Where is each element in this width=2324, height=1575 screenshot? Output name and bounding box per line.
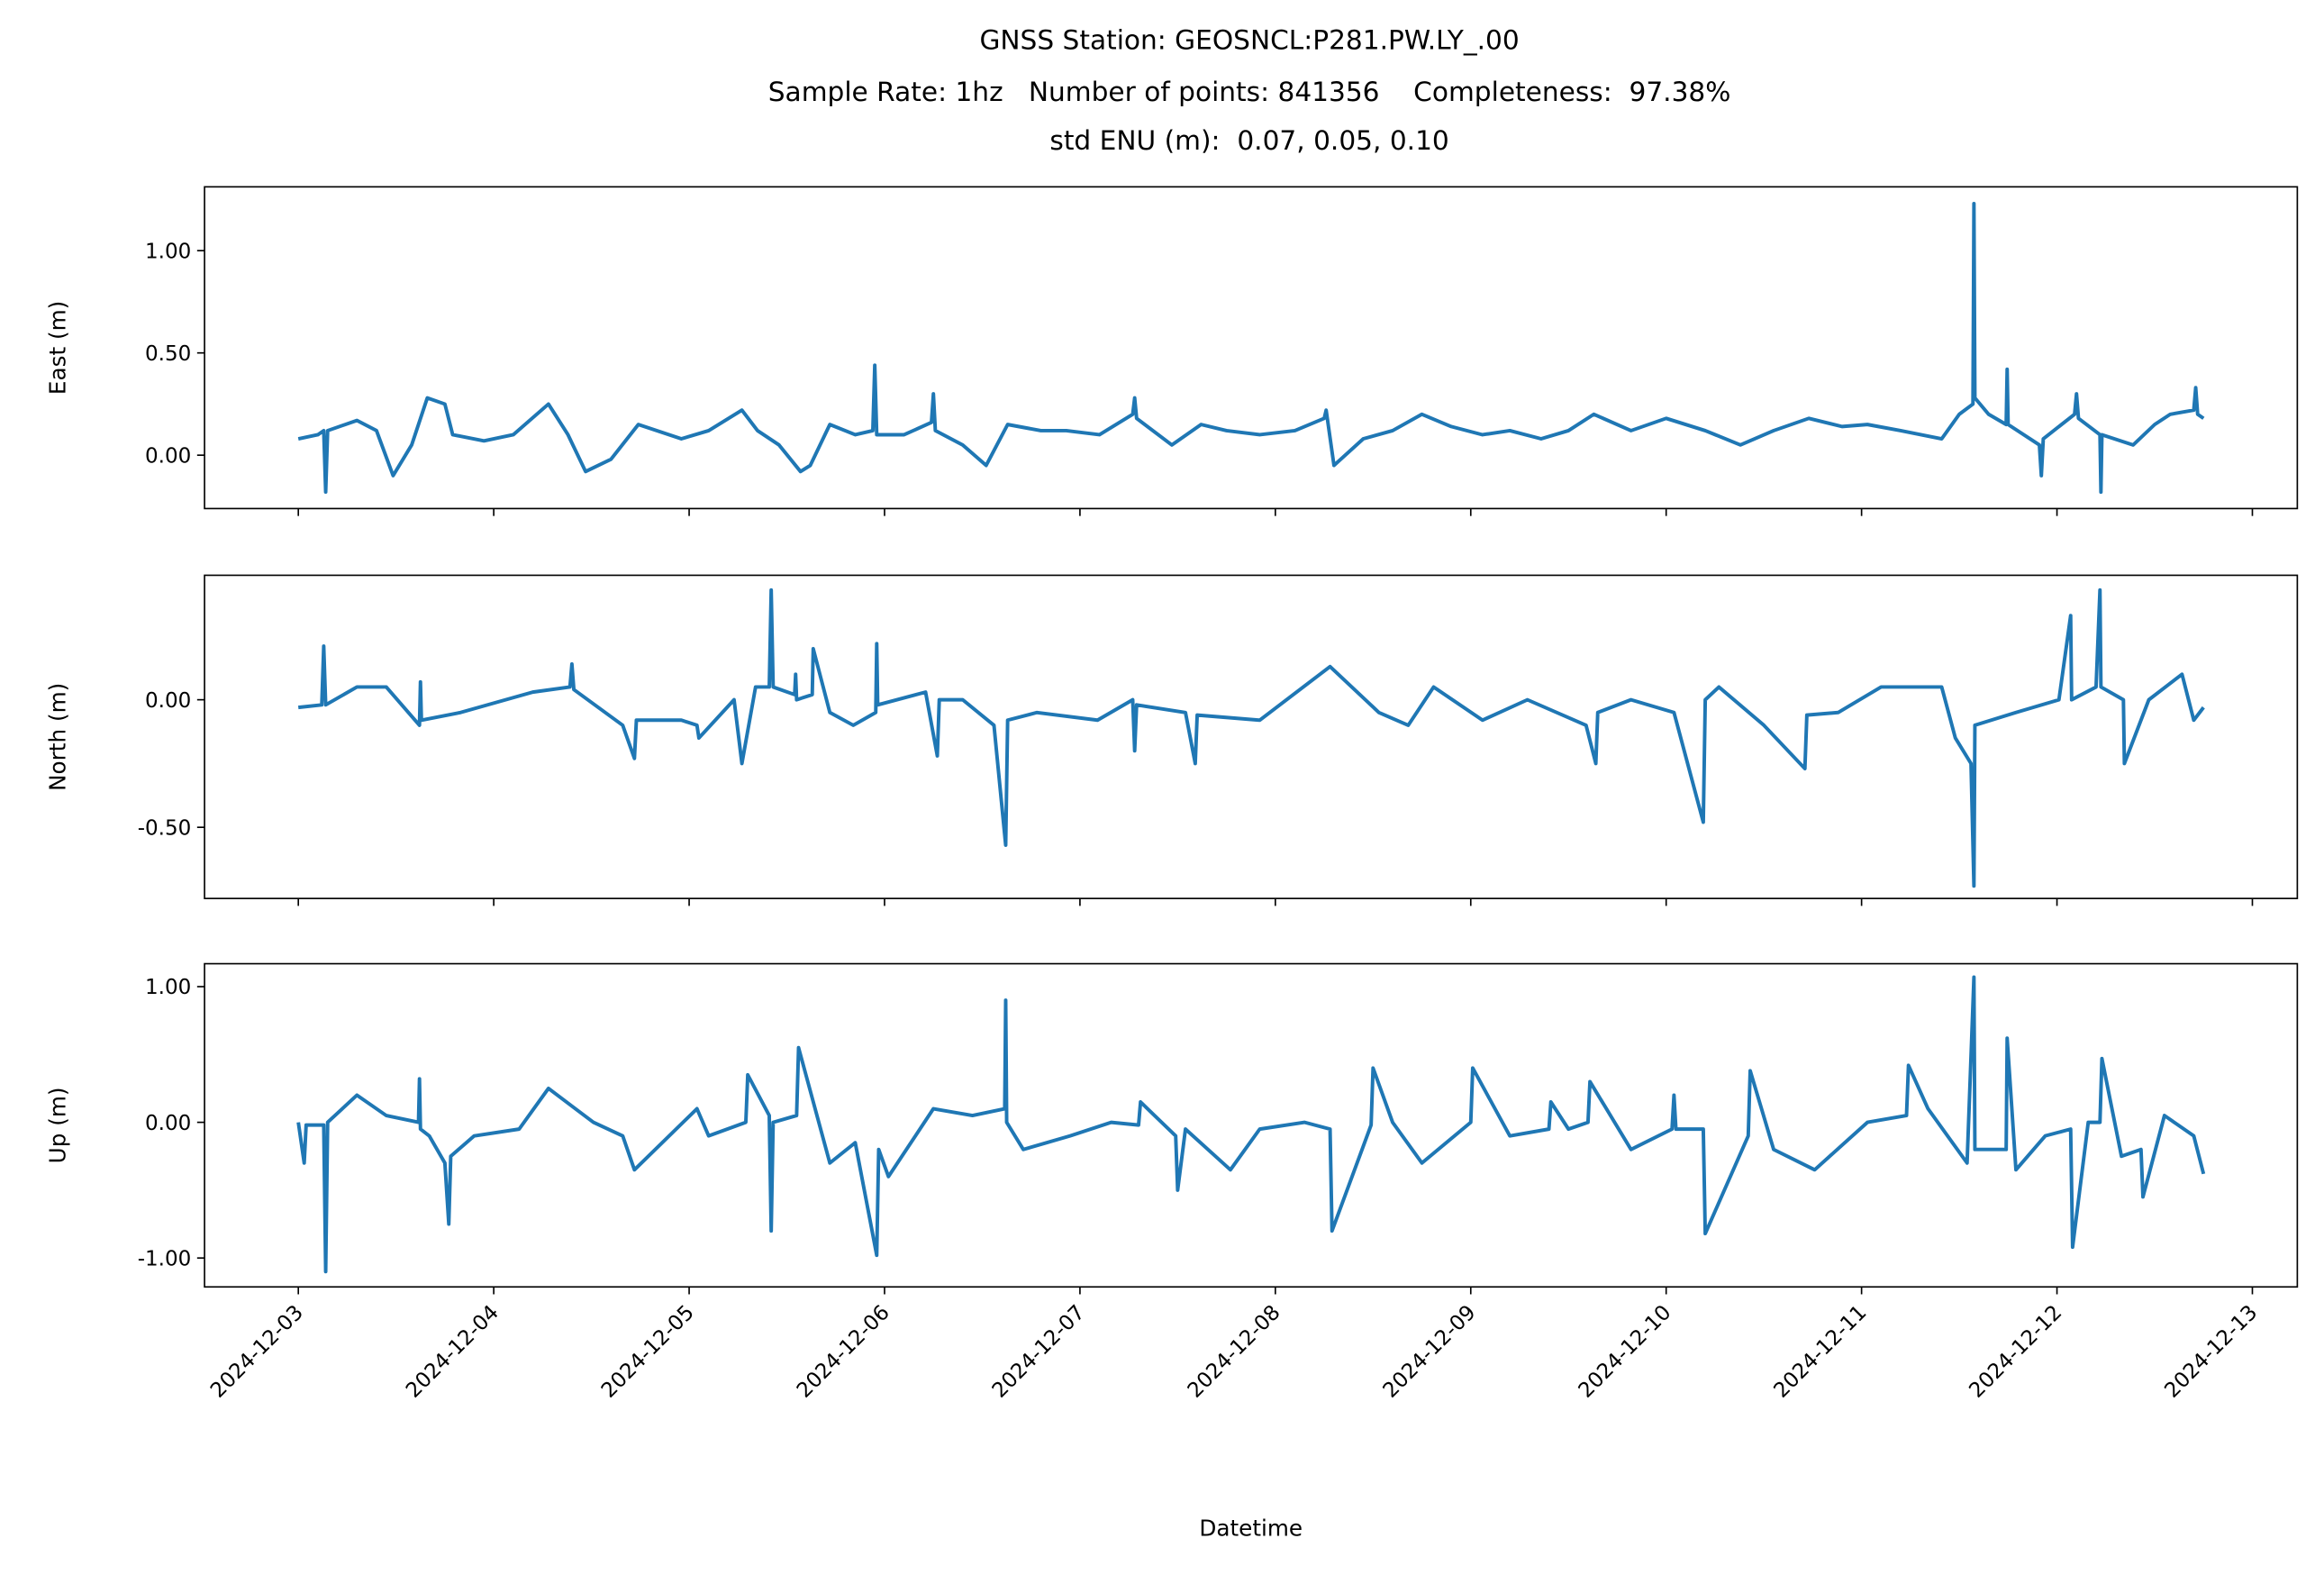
y-tick-label: 0.00 bbox=[145, 444, 191, 468]
y-axis-label: Up (m) bbox=[44, 1087, 70, 1163]
y-tick-label: 1.00 bbox=[145, 976, 191, 999]
y-tick-label: -0.50 bbox=[138, 816, 192, 840]
axes-frame bbox=[204, 186, 2299, 510]
axes-frame bbox=[204, 962, 2299, 1288]
data-line bbox=[297, 201, 2205, 495]
axes-frame bbox=[204, 574, 2299, 899]
plot-area bbox=[296, 975, 2206, 1274]
x-axis-label: Datetime bbox=[1199, 1516, 1303, 1542]
y-axis-label: North (m) bbox=[44, 683, 70, 791]
plot-area bbox=[297, 201, 2205, 495]
y-tick-label: 0.00 bbox=[145, 689, 191, 713]
plot-area bbox=[297, 587, 2205, 888]
subtitle: std ENU (m): 0.07, 0.05, 0.10 bbox=[1049, 125, 1448, 156]
title: GNSS Station: GEOSNCL:P281.PW.LY_.00 bbox=[979, 24, 1519, 55]
y-tick-label: 1.00 bbox=[145, 240, 191, 263]
data-line bbox=[296, 975, 2206, 1274]
subtitle: Sample Rate: 1hz Number of points: 84135… bbox=[768, 77, 1731, 107]
y-axis-label: East (m) bbox=[44, 301, 70, 395]
y-tick-label: -1.00 bbox=[138, 1247, 192, 1270]
y-tick-label: 0.00 bbox=[145, 1112, 191, 1135]
data-line bbox=[297, 587, 2205, 888]
y-tick-label: 0.50 bbox=[145, 342, 191, 366]
